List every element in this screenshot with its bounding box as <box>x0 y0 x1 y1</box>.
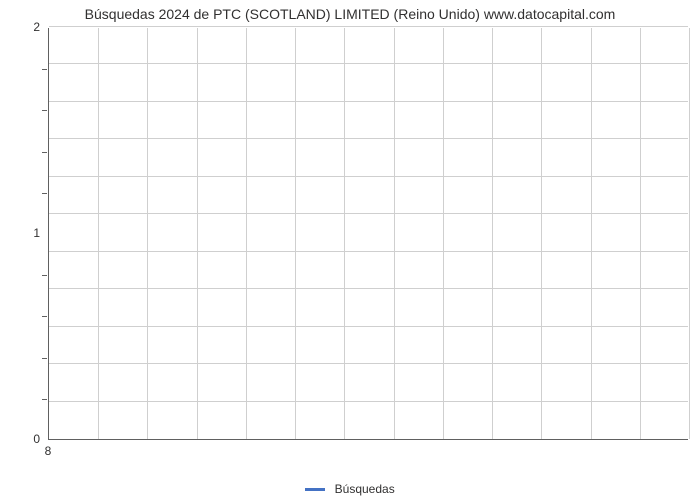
grid-line-vertical <box>295 28 296 439</box>
grid-line-vertical <box>591 28 592 439</box>
y-minor-tick <box>42 399 47 400</box>
grid-line-vertical <box>689 28 690 439</box>
grid-line-horizontal <box>49 213 688 214</box>
y-minor-tick <box>42 110 47 111</box>
legend-label: Búsquedas <box>335 482 395 496</box>
grid-line-horizontal <box>49 401 688 402</box>
plot-area <box>48 28 688 440</box>
search-chart: Búsquedas 2024 de PTC (SCOTLAND) LIMITED… <box>0 0 700 500</box>
y-minor-tick <box>42 193 47 194</box>
legend-swatch <box>305 488 325 491</box>
grid-line-horizontal <box>49 251 688 252</box>
grid-line-vertical <box>492 28 493 439</box>
grid-line-vertical <box>541 28 542 439</box>
y-minor-tick <box>42 358 47 359</box>
grid-line-horizontal <box>49 176 688 177</box>
chart-legend: Búsquedas <box>0 481 700 496</box>
grid-line-vertical <box>640 28 641 439</box>
grid-line-vertical <box>147 28 148 439</box>
grid-line-vertical <box>394 28 395 439</box>
grid-line-vertical <box>98 28 99 439</box>
y-minor-tick <box>42 152 47 153</box>
grid-line-vertical <box>344 28 345 439</box>
grid-line-horizontal <box>49 326 688 327</box>
grid-line-horizontal <box>49 363 688 364</box>
grid-line-horizontal <box>49 26 688 27</box>
x-tick-label: 8 <box>33 444 63 458</box>
y-minor-tick <box>42 69 47 70</box>
grid-line-vertical <box>443 28 444 439</box>
grid-line-vertical <box>246 28 247 439</box>
y-tick-label: 2 <box>0 20 40 34</box>
y-minor-tick <box>42 275 47 276</box>
y-tick-label: 1 <box>0 226 40 240</box>
grid-line-horizontal <box>49 63 688 64</box>
chart-title: Búsquedas 2024 de PTC (SCOTLAND) LIMITED… <box>0 6 700 22</box>
grid-line-horizontal <box>49 138 688 139</box>
grid-line-horizontal <box>49 288 688 289</box>
grid-line-horizontal <box>49 101 688 102</box>
grid-line-vertical <box>197 28 198 439</box>
y-minor-tick <box>42 316 47 317</box>
